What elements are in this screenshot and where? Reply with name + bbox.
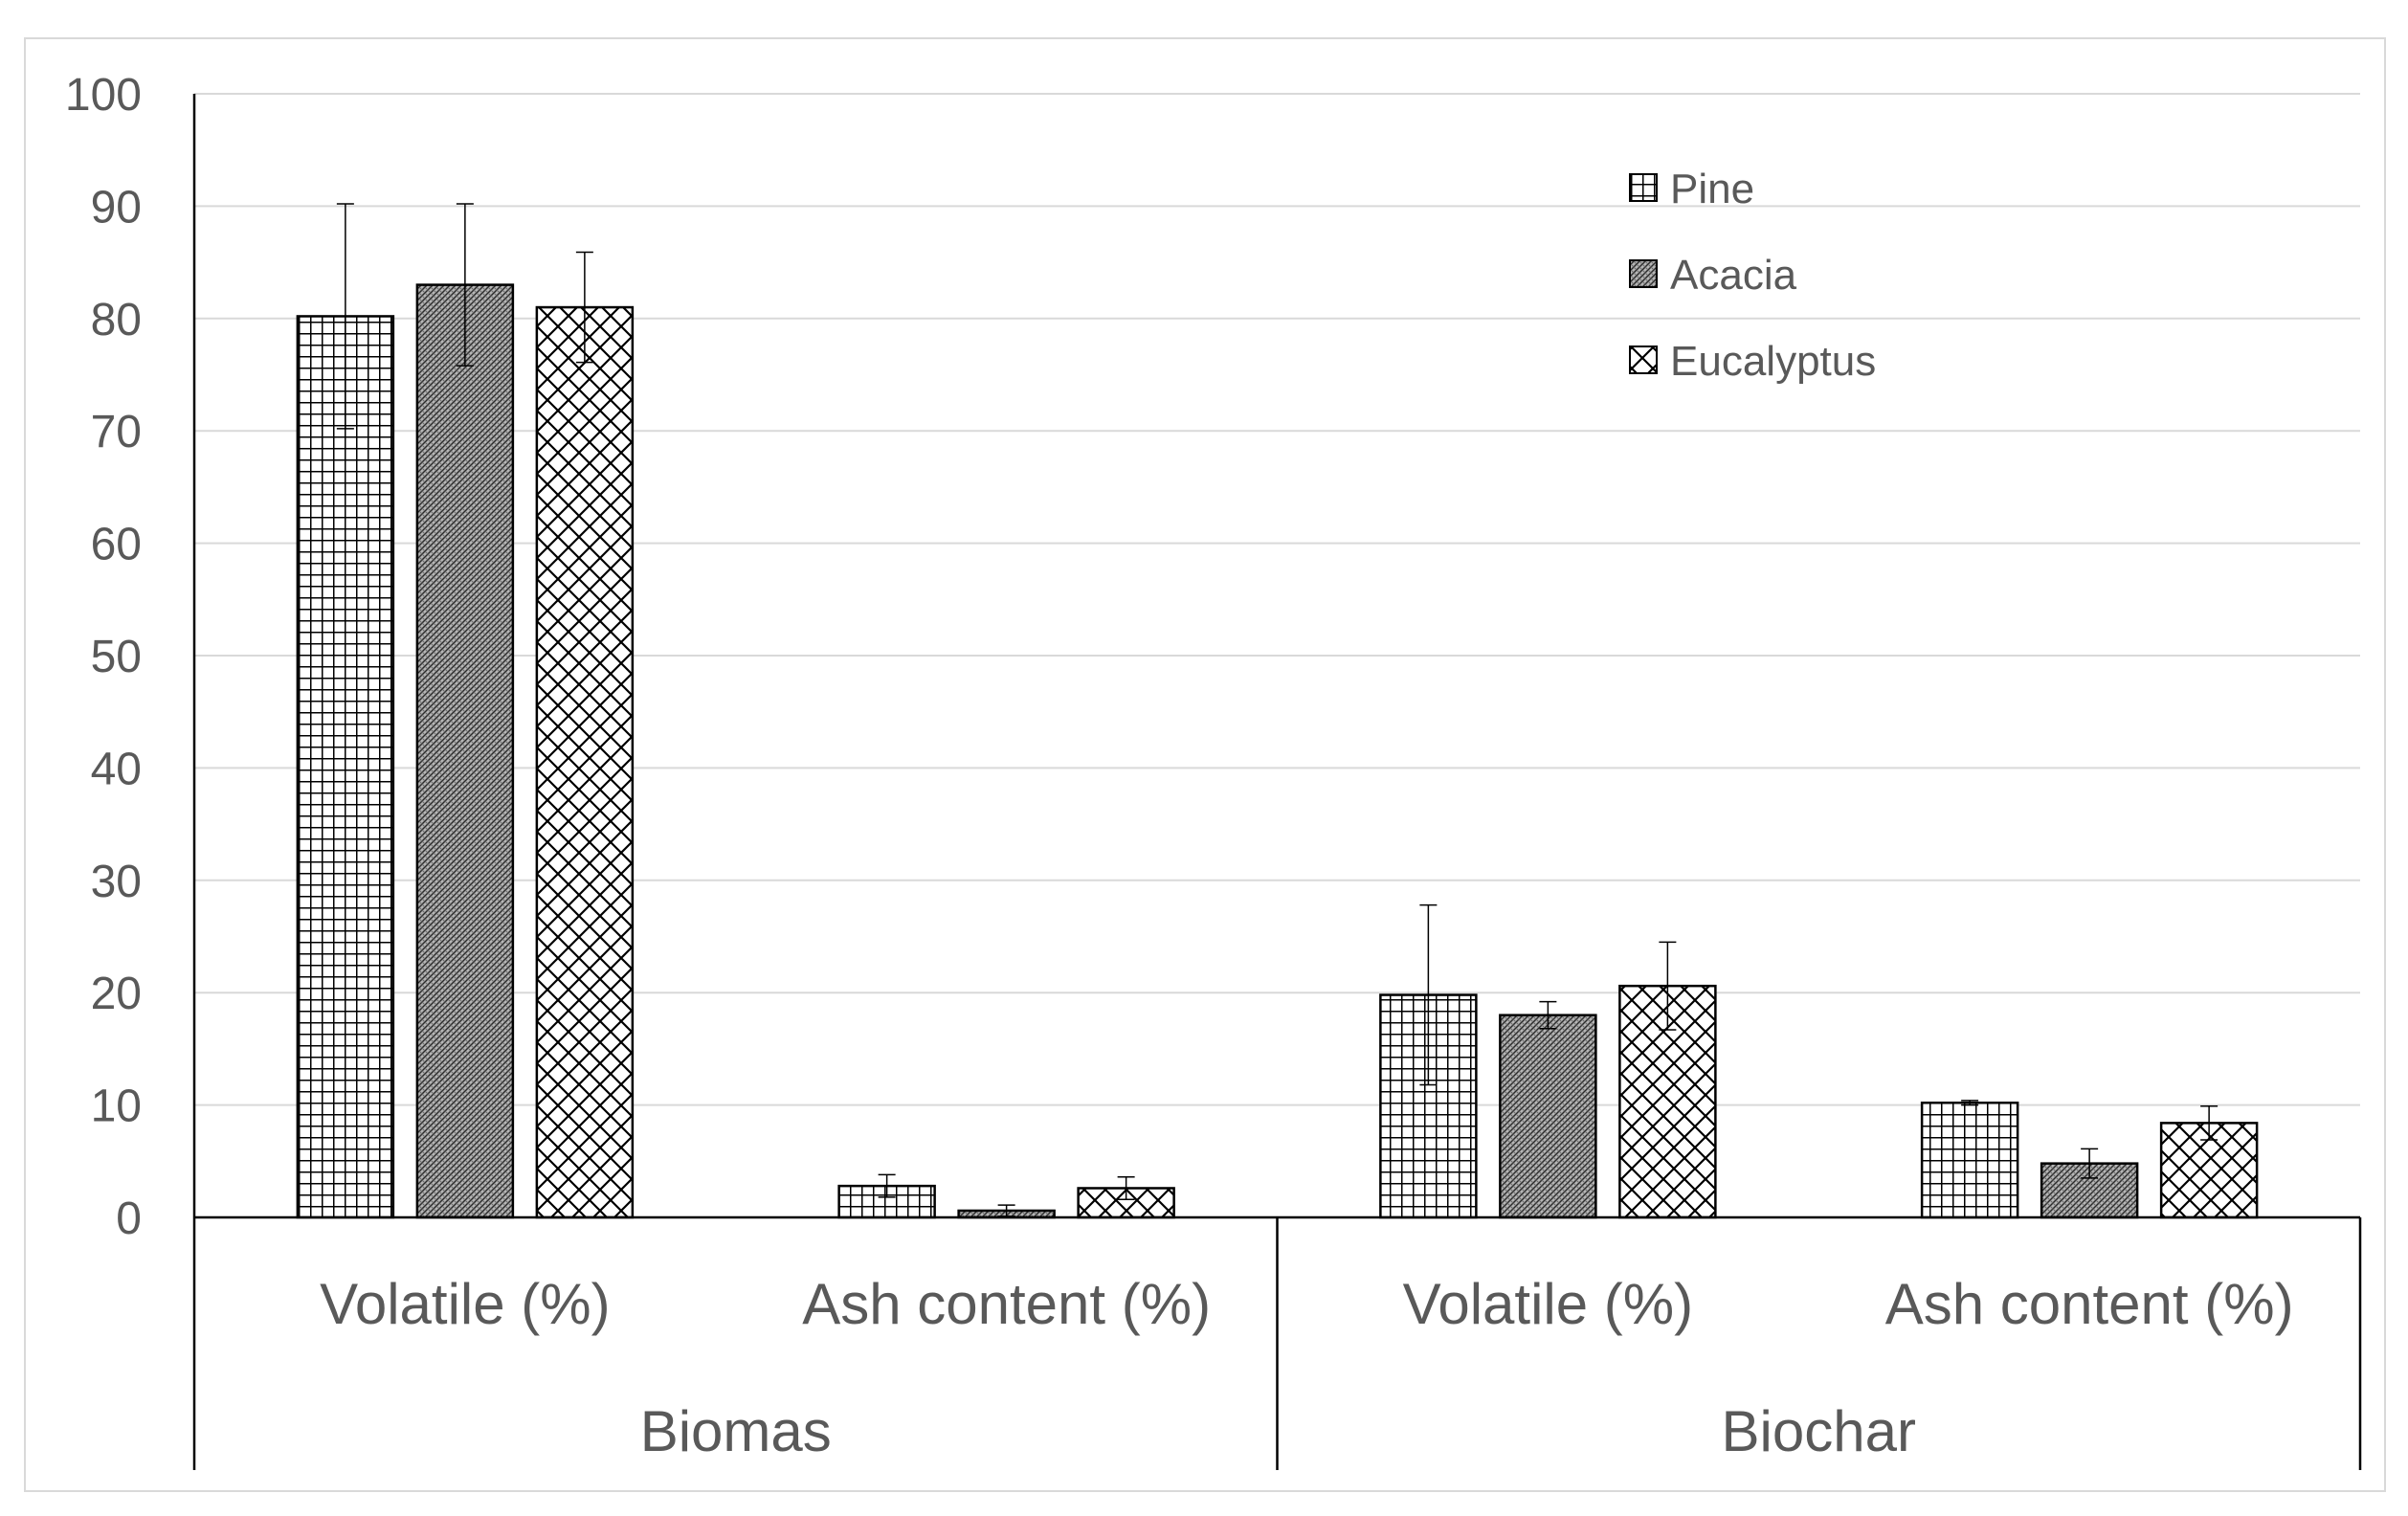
y-tick-label: 20 [91, 969, 142, 1019]
error-bars [336, 203, 2218, 1217]
bars [296, 283, 2259, 1219]
bar-acacia [415, 283, 515, 1219]
x-category-label: Volatile (%) [1403, 1272, 1693, 1336]
legend-swatch-eucalyptus [1629, 346, 1658, 374]
x-category-label: Ash content (%) [802, 1272, 1211, 1336]
legend-label: Acacia [1670, 252, 1797, 299]
axes [192, 94, 2362, 1470]
group-label: Biochar [1722, 1399, 1916, 1463]
y-tick-label: 40 [91, 744, 142, 794]
legend: Pine Acacia Eucalyptus [1629, 166, 1876, 385]
legend-label: Pine [1670, 166, 1754, 212]
y-tick-label: 10 [91, 1081, 142, 1132]
bar-pine [1920, 1102, 2019, 1219]
gridlines [194, 93, 2360, 1106]
legend-label: Eucalyptus [1670, 338, 1876, 385]
y-tick-label: 30 [91, 857, 142, 907]
bar-pine [296, 315, 395, 1219]
x-category-label: Volatile (%) [320, 1272, 610, 1336]
y-tick-label: 80 [91, 295, 142, 346]
y-tick-label: 70 [91, 407, 142, 457]
labels: 0 10 20 30 40 50 60 70 80 90 100 Biomas Biochar Volat… [65, 70, 2294, 1463]
x-category-label: Ash content (%) [1885, 1272, 2294, 1336]
y-tick-label: 60 [91, 520, 142, 570]
bar-eucalyptus [535, 305, 635, 1219]
legend-swatch-pine [1629, 173, 1658, 202]
y-tick-label: 90 [91, 182, 142, 233]
y-tick-label: 100 [65, 70, 142, 121]
bar-acacia [1499, 1014, 1597, 1219]
legend-swatch-acacia [1629, 259, 1658, 288]
y-tick-label: 50 [91, 632, 142, 682]
group-label: Biomas [640, 1399, 832, 1463]
y-tick-label: 0 [116, 1193, 142, 1244]
